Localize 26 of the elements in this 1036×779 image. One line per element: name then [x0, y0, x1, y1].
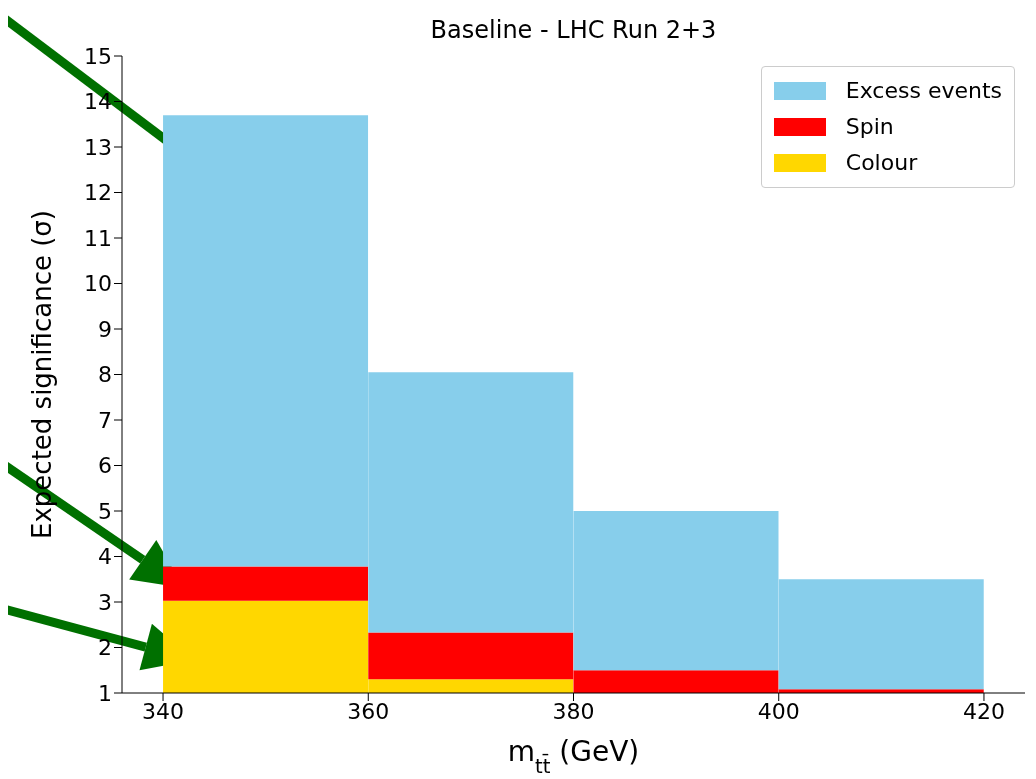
y-tick-label: 8 [98, 362, 112, 388]
y-tick-label: 11 [84, 225, 112, 251]
y-tick-label: 12 [84, 180, 112, 206]
x-tick-label: 420 [962, 698, 1005, 724]
x-axis-title: m$_{tt̄}$ (GeV) [507, 735, 640, 778]
y-tick-label: 14 [84, 89, 112, 115]
chart-title: Baseline - LHC Run 2+3 [430, 16, 717, 44]
y-tick-label: 2 [98, 635, 112, 661]
x-tick-label: 400 [757, 698, 800, 724]
y-tick-label: 15 [84, 43, 112, 69]
y-tick-label: 9 [98, 316, 112, 342]
legend-label: Excess events [845, 77, 1002, 105]
legend-label: Colour [845, 149, 918, 177]
legend-label: Spin [845, 113, 894, 141]
y-tick-label: 1 [98, 680, 112, 706]
y-tick-label: 3 [98, 589, 112, 615]
y-axis-title: Expected significance (σ) [27, 210, 58, 539]
y-tick-label: 10 [84, 271, 112, 297]
x-tick-label: 360 [347, 698, 390, 724]
x-tick-label: 380 [552, 698, 595, 724]
y-tick-label: 4 [98, 544, 112, 570]
y-tick-label: 13 [84, 134, 112, 160]
y-tick-label: 5 [98, 498, 112, 524]
y-tick-label: 6 [98, 453, 112, 479]
x-tick-label: 340 [142, 698, 185, 724]
y-tick-label: 7 [98, 407, 112, 433]
